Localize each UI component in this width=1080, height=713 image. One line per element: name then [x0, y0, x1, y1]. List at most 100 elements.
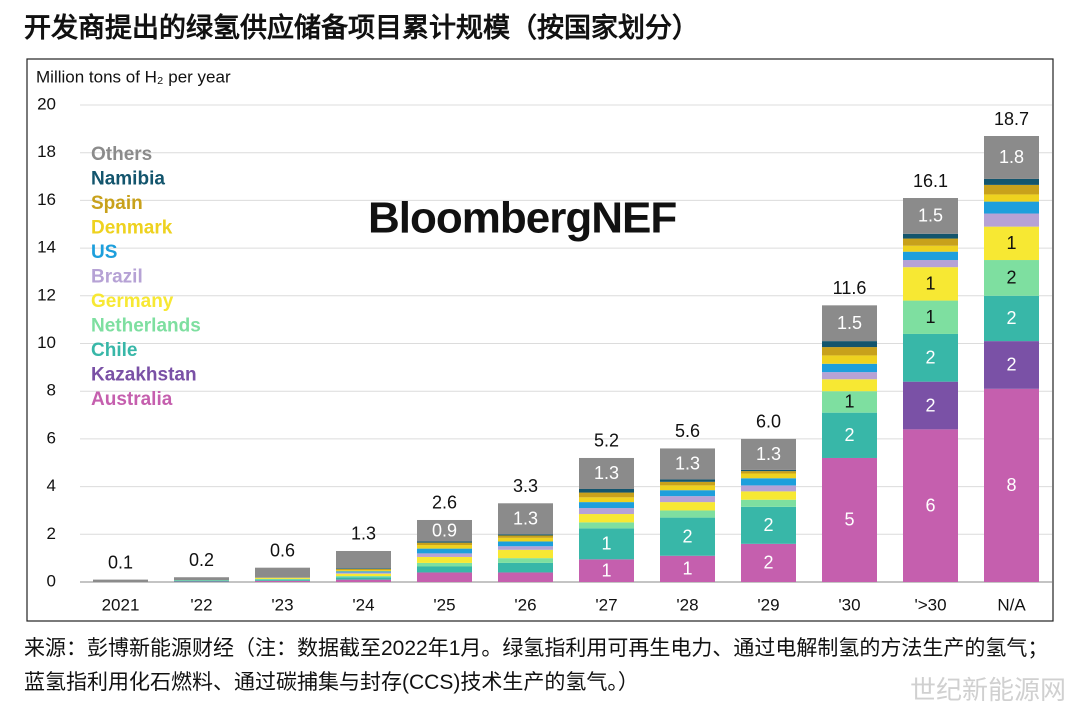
bar-segment — [336, 577, 391, 580]
total-label: 2.6 — [432, 493, 457, 513]
bar-segment — [984, 213, 1039, 227]
x-tick-label: '>30 — [914, 595, 946, 614]
total-label: 0.1 — [108, 552, 133, 572]
chart: Million tons of H₂ per year BloombergNEF… — [26, 58, 1054, 622]
x-tick-label: 2021 — [102, 595, 140, 614]
bar-segment — [336, 571, 391, 573]
bar-segment — [822, 391, 877, 413]
chart-frame — [26, 58, 1054, 622]
y-tick-label: 18 — [37, 142, 56, 161]
bar-segment — [417, 542, 472, 546]
bar-segment — [741, 506, 796, 544]
total-label: 0.6 — [270, 540, 295, 560]
bar-segment — [903, 260, 958, 268]
bar-segment — [660, 496, 715, 503]
y-tick-label: 8 — [47, 381, 56, 400]
data-label: 1 — [682, 559, 692, 579]
y-tick-label: 12 — [37, 285, 56, 304]
y-axis-label: Million tons of H₂ per year — [36, 67, 231, 86]
bar-segment — [417, 553, 472, 557]
x-tick-label: '23 — [271, 595, 293, 614]
bar-segment — [417, 556, 472, 563]
data-label: 1 — [925, 307, 935, 327]
data-label: 1 — [601, 560, 611, 580]
bar-segment — [822, 341, 877, 348]
bar-segment — [498, 558, 553, 563]
bar-segment — [984, 388, 1039, 582]
bar-segment — [579, 508, 634, 515]
data-label: 1 — [601, 534, 611, 554]
bar-segment — [984, 260, 1039, 296]
bar-segment — [498, 546, 553, 550]
bar-segment — [741, 478, 796, 486]
bar-segment — [741, 485, 796, 492]
bar-segment — [903, 198, 958, 234]
bar-segment — [660, 448, 715, 480]
bar-segment — [579, 514, 634, 523]
bar-segment — [660, 485, 715, 491]
y-tick-label: 10 — [37, 333, 56, 352]
bar-segment — [336, 572, 391, 574]
data-label: 2 — [844, 425, 854, 445]
y-tick-label: 6 — [47, 428, 56, 447]
data-label: 5 — [844, 510, 854, 530]
bar-segment — [822, 457, 877, 582]
bar-segment — [822, 355, 877, 364]
total-label: 5.2 — [594, 431, 619, 451]
x-tick-label: '25 — [433, 595, 455, 614]
data-label: 1 — [925, 274, 935, 294]
data-label: 2 — [763, 553, 773, 573]
bar-segment — [660, 517, 715, 556]
bar-segment — [660, 490, 715, 497]
legend-entry: Netherlands — [91, 316, 201, 337]
legend-entry: Spain — [91, 193, 143, 214]
bar-segment — [984, 136, 1039, 179]
bar-segment — [984, 341, 1039, 389]
bar-segment — [336, 573, 391, 577]
bar-segment — [822, 305, 877, 342]
data-label: 1.8 — [999, 147, 1024, 167]
bar-segment — [498, 541, 553, 547]
y-tick-label: 4 — [47, 476, 56, 495]
bar-segment — [984, 295, 1039, 342]
total-label: 16.1 — [913, 171, 948, 191]
bar-segment — [255, 567, 310, 578]
bar-segment — [984, 194, 1039, 202]
legend-entry: Kazakhstan — [91, 365, 197, 386]
data-label: 2 — [1006, 355, 1016, 375]
bar-segment — [903, 251, 958, 261]
bar-segment — [984, 201, 1039, 214]
x-tick-label: '26 — [514, 595, 536, 614]
bar-segment — [336, 568, 391, 569]
bar-segment — [498, 535, 553, 538]
bar-segment — [579, 492, 634, 498]
bar-segment — [579, 497, 634, 503]
bar-segment — [255, 577, 310, 579]
total-label: 5.6 — [675, 421, 700, 441]
bar-segment — [903, 267, 958, 301]
bar-segment — [498, 503, 553, 535]
data-label: 2 — [925, 395, 935, 415]
bar-segment — [822, 363, 877, 373]
bar-segment — [660, 555, 715, 582]
bar-segment — [903, 429, 958, 582]
total-label: 6.0 — [756, 412, 781, 432]
bar-segment — [984, 178, 1039, 185]
bar-segment — [417, 541, 472, 543]
x-tick-label: '28 — [676, 595, 698, 614]
bar-segment — [174, 577, 229, 581]
bar-segment — [336, 579, 391, 582]
bar-segment — [741, 438, 796, 470]
bar-segment — [903, 245, 958, 252]
data-label: 1.5 — [918, 206, 943, 226]
bar-segment — [579, 502, 634, 509]
x-tick-label: '27 — [595, 595, 617, 614]
bar-segment — [417, 519, 472, 542]
bar-segment — [336, 570, 391, 572]
bar-segment — [498, 534, 553, 536]
legend-entry: Denmark — [91, 218, 173, 239]
x-tick-label: '30 — [838, 595, 860, 614]
bar-segment — [417, 572, 472, 582]
data-label: 2 — [925, 348, 935, 368]
